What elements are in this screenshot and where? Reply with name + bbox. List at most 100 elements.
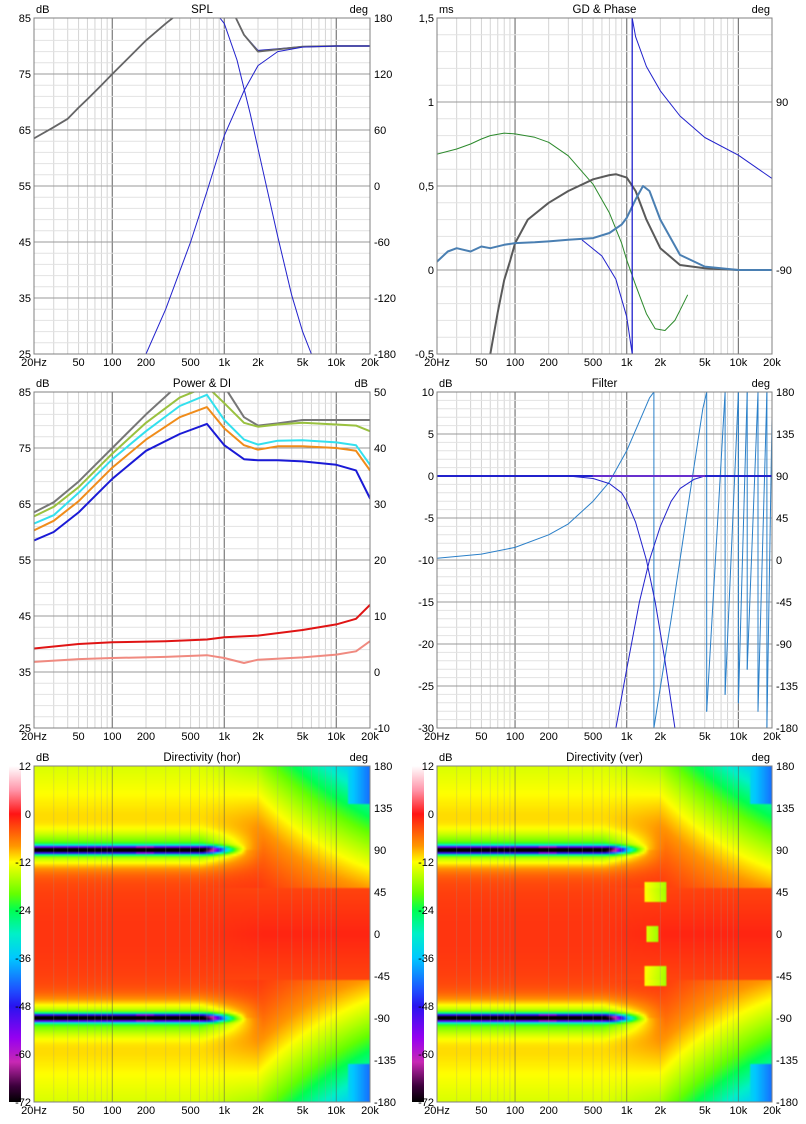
x-tick-label: 10k <box>730 731 748 743</box>
y2-tick-label: -135 <box>776 681 798 693</box>
plot-frame <box>33 17 371 355</box>
y2-tick-label: -135 <box>374 1055 396 1067</box>
y2-tick-label: 0 <box>776 929 782 941</box>
colorbar-tick-label: 0 <box>25 809 31 821</box>
y2-tick-label: 90 <box>374 845 386 857</box>
x-tick-label: 1k <box>621 357 633 369</box>
y2-tick-label: -180 <box>776 1097 798 1109</box>
y-tick-label: 75 <box>19 443 31 455</box>
chart-title: GD & Phase <box>573 4 637 16</box>
x-tick-label: 200 <box>137 1105 155 1117</box>
y2-tick-label: 45 <box>374 887 386 899</box>
colorbar-tick-label: -60 <box>418 1049 434 1061</box>
plot-frame <box>436 17 773 355</box>
y2-tick-label: 0 <box>374 667 380 679</box>
x-tick-label: 200 <box>539 731 557 743</box>
y-tick-label: 1 <box>428 97 434 109</box>
y2-tick-label: 45 <box>776 513 788 525</box>
y-tick-label: -15 <box>418 597 434 609</box>
y2-tick-label: 90 <box>776 97 788 109</box>
series-line-15 <box>766 416 772 728</box>
chart-spl: 85 75 65 55 45 35 25 180 120 60 0 -60 -120 -180 20Hz 50… <box>19 4 396 369</box>
x-tick-label: 2k <box>252 1105 264 1117</box>
x-tick-label: 2k <box>655 1105 667 1117</box>
x-tick-label: 500 <box>181 1105 199 1117</box>
plot-frame <box>436 765 773 1103</box>
series-group <box>437 18 772 354</box>
y2-tick-label: -10 <box>374 723 390 735</box>
series-line-4 <box>581 239 633 354</box>
x-tick-label: 50 <box>475 357 487 369</box>
series-line-7 <box>724 392 739 695</box>
colorbar-tick-label: -12 <box>418 857 434 869</box>
x-tick-label: 5k <box>297 357 309 369</box>
x-tick-label: 5k <box>699 1105 711 1117</box>
y2-tick-label: 40 <box>374 443 386 455</box>
x-tick-label: 50 <box>475 731 487 743</box>
y2-tick-label: -45 <box>776 597 792 609</box>
x-tick-label: 500 <box>181 357 199 369</box>
x-tick-label: 20Hz <box>21 731 47 743</box>
y2-tick-label: -45 <box>374 971 390 983</box>
y2-axis-label: deg <box>350 4 368 16</box>
plot-frame <box>33 765 371 1103</box>
y-tick-label: -10 <box>418 555 434 567</box>
x-tick-label: 100 <box>103 731 121 743</box>
plot-frame <box>436 391 773 729</box>
y2-tick-label: -180 <box>374 1097 396 1109</box>
x-tick-label: 500 <box>584 1105 602 1117</box>
y2-tick-label: 135 <box>374 803 392 815</box>
series-line-2 <box>489 173 772 354</box>
series-line-3 <box>34 393 370 525</box>
chart-title: Power & DI <box>173 378 231 390</box>
x-tick-label: 5k <box>699 731 711 743</box>
y-tick-label: -20 <box>418 639 434 651</box>
y2-tick-label: -45 <box>776 971 792 983</box>
y-tick-label: 25 <box>19 349 31 361</box>
y2-axis-label: deg <box>350 752 368 764</box>
x-tick-label: 50 <box>72 357 84 369</box>
y-tick-label: 35 <box>19 293 31 305</box>
y2-tick-label: 180 <box>776 387 794 399</box>
y-tick-label: 45 <box>19 611 31 623</box>
x-tick-label: 20Hz <box>21 357 47 369</box>
colorbar-tick-label: -24 <box>15 905 31 917</box>
x-tick-label: 1k <box>218 1105 230 1117</box>
y2-tick-label: -180 <box>374 349 396 361</box>
x-tick-label: 10k <box>327 731 345 743</box>
x-tick-label: 100 <box>506 357 524 369</box>
y2-tick-label: -60 <box>374 237 390 249</box>
y-axis-label: ms <box>439 4 454 16</box>
x-tick-label: 1k <box>218 357 230 369</box>
chart-filter: 1050-5-10-15-20-25-3018013590450-45-90-1… <box>418 378 798 743</box>
series-line-5 <box>706 392 726 712</box>
x-tick-label: 20Hz <box>424 357 450 369</box>
x-tick-label: 20k <box>763 1105 781 1117</box>
x-tick-label: 2k <box>252 731 264 743</box>
y-tick-label: 65 <box>19 125 31 137</box>
y2-tick-label: -90 <box>776 265 792 277</box>
series-line-17 <box>615 475 772 728</box>
y2-tick-label: 135 <box>776 803 794 815</box>
series-line-1 <box>437 392 655 559</box>
colorbar <box>412 766 424 1102</box>
x-tick-label: 100 <box>103 1105 121 1117</box>
x-tick-label: 5k <box>699 357 711 369</box>
x-tick-label: 500 <box>584 731 602 743</box>
series-group <box>437 392 772 728</box>
chart-title: Directivity (hor) <box>163 752 240 764</box>
x-tick-label: 200 <box>137 731 155 743</box>
y2-tick-label: 0 <box>776 555 782 567</box>
plot-frame <box>33 391 371 729</box>
x-tick-label: 10k <box>730 357 748 369</box>
series-line-4 <box>34 406 370 532</box>
y-tick-label: 85 <box>19 387 31 399</box>
y2-tick-label: 180 <box>776 761 794 773</box>
x-tick-label: 50 <box>475 1105 487 1117</box>
y-tick-label: -30 <box>418 723 434 735</box>
y-tick-label: 35 <box>19 667 31 679</box>
y2-tick-label: 180 <box>374 761 392 773</box>
directivity-heatmap <box>34 766 370 1102</box>
x-tick-label: 20Hz <box>21 1105 47 1117</box>
